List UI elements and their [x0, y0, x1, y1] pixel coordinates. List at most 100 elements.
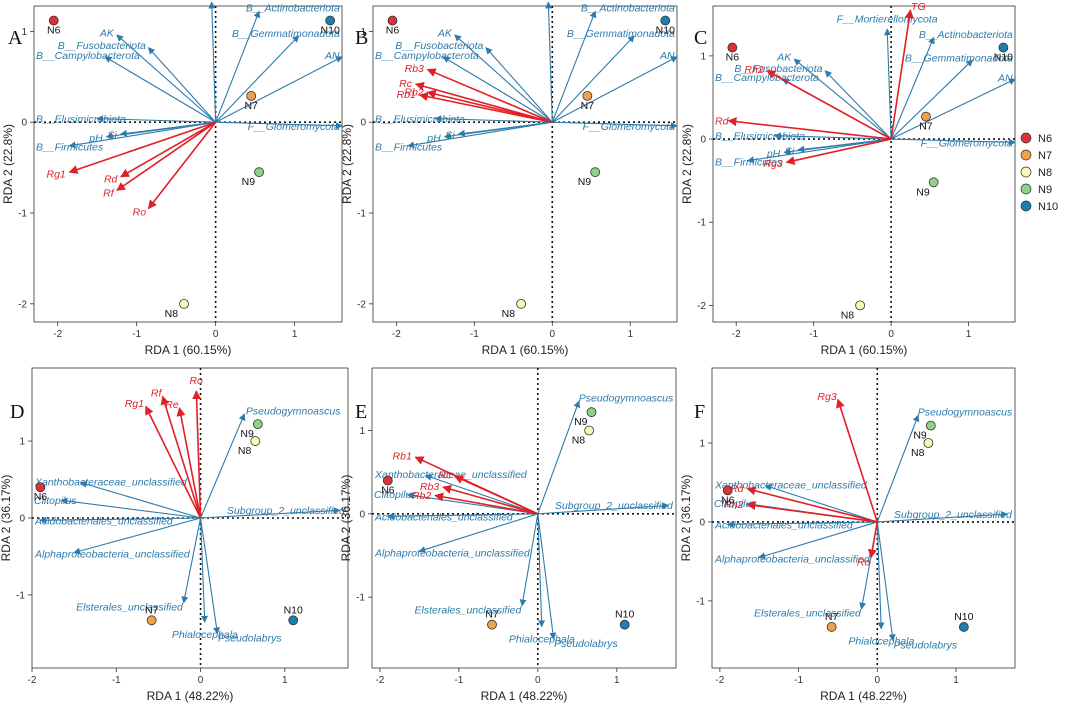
vector-label-elsterales-unclassified: Elsterales_unclassified: [415, 604, 523, 616]
x-axis-title: RDA 1 (48.22%): [820, 689, 907, 703]
vector-label-rb2: Rb2: [412, 490, 431, 502]
y-tick-label: 1: [21, 27, 27, 38]
legend-label-n8: N8: [1038, 167, 1052, 179]
sample-label-n9: N9: [578, 176, 592, 188]
vector-label-b-firmicutes: B__Firmicutes: [375, 141, 443, 153]
vector-label-rg3: Rg3: [817, 391, 836, 403]
y-tick-label: -1: [697, 218, 706, 229]
vector-arrow-xanthobacteraceae-unclassified: [79, 480, 201, 519]
vector-arrow-acidobacteriales-unclassified: [726, 520, 878, 528]
sample-label-n10: N10: [954, 611, 973, 623]
vector-arrow-rb2: [434, 492, 538, 515]
vector-label-rd: Rd: [715, 115, 730, 127]
vector-label-b-campylobacterota: B__Campylobacterota: [715, 72, 819, 84]
sample-legend: N6 N7 N8 N9 N10: [1020, 132, 1058, 213]
vector-arrow-subgroup-2-unclassified: [537, 502, 670, 515]
sample-label-n7: N7: [581, 100, 595, 112]
rda-panel-f: -2 -1 0 1 -1 0 1 RDA 1 (48.22%) RDA 2 (36.17%) F P…: [679, 367, 1016, 703]
sample-point-n6: [722, 485, 733, 496]
vector-arrow-subgroup-2-unclassified: [200, 507, 341, 519]
sample-label-n8: N8: [165, 308, 179, 320]
legend-marker-n8: [1020, 166, 1032, 178]
vector-arrow-rf: [116, 121, 217, 191]
sample-label-n6: N6: [726, 52, 740, 64]
vector-label-pseudolabrys: Pseudolabrys: [218, 632, 282, 644]
vector-arrow-ak: [793, 58, 892, 140]
vector-arrow-rg1: [145, 405, 202, 519]
y-tick-label: 0: [700, 135, 706, 146]
vector-arrow-pseudolabrys: [537, 513, 557, 640]
vector-label-si: Si: [785, 145, 795, 157]
vector-arrow-acidobacteriales-unclassified: [386, 512, 538, 520]
sample-label-n6: N6: [34, 491, 48, 503]
sample-point-n9: [586, 407, 597, 418]
vector-label-phialocephala: Phialocephala: [172, 629, 238, 641]
vector-label-ro: Ro: [857, 556, 871, 568]
x-tick-label: -1: [470, 329, 479, 340]
vector-label-xanthobacteraceae-unclassified: Xanthobacteraceae_unclassified: [34, 476, 188, 488]
sample-point-n7: [921, 111, 931, 122]
panel-label: E: [355, 401, 367, 423]
legend-marker-n10: [1020, 200, 1032, 212]
vector-label-rb3: Rb3: [420, 481, 439, 493]
vector-arrow-f-mortierellomycota: [208, 1, 217, 123]
vector-label-ak: AK: [99, 27, 115, 39]
vector-label-b-campylobacterota: B__Campylobacterota: [36, 50, 140, 62]
vector-arrow-alphaproteobacteria-unclassified: [418, 513, 538, 553]
legend-marker-n9: [1020, 183, 1032, 195]
vector-label-f-mortierellomycota: F__Mortierellomycota: [837, 13, 938, 25]
sample-point-n8: [250, 436, 261, 446]
vector-arrow-b-fusobacteriota: [824, 70, 892, 140]
vector-arrow-b-campylobacterota: [104, 56, 216, 123]
vector-arrow-rb3: [426, 68, 553, 123]
x-tick-label: -1: [809, 329, 818, 340]
vector-arrow-xanthobacteraceae-unclassified: [424, 474, 538, 515]
vector-label-b-actinobacteriota: B__Actinobacteriota: [581, 3, 675, 15]
y-tick-label: 0: [699, 517, 705, 528]
sample-point-n10: [288, 615, 299, 626]
vector-arrow-si: [457, 121, 553, 137]
vector-label-rc: Rc: [399, 78, 413, 90]
y-tick-label: -1: [357, 209, 366, 220]
legend-label-n9: N9: [1038, 184, 1052, 196]
sample-point-n9: [252, 419, 263, 430]
vector-arrow-pseudogymnoascus: [876, 414, 920, 523]
vector-label-b-fusobacteriota: B__Fusobacteriota: [58, 40, 146, 52]
y-tick-label: -1: [18, 209, 27, 220]
x-tick-label: -2: [28, 675, 37, 686]
vector-label-b-elusimicrobiota: B__Elusimicrobiota: [36, 113, 126, 125]
vector-arrow-b-actinobacteriota: [551, 10, 597, 123]
sample-point-n10: [619, 619, 630, 630]
sample-point-n7: [487, 619, 497, 630]
sample-point-n6: [382, 475, 393, 486]
vector-arrow-re: [176, 407, 202, 519]
vector-label-rh2: Rh2: [744, 64, 763, 76]
vector-arrow-f-mortierellomycota: [545, 1, 553, 123]
y-axis-title: RDA 2 (36.17%): [339, 475, 353, 562]
vector-arrow-acidobacteriales-unclassified: [39, 516, 201, 524]
sample-label-n7: N7: [919, 121, 933, 133]
x-axis-title: RDA 1 (48.22%): [147, 689, 234, 703]
x-tick-label: 1: [292, 329, 298, 340]
sample-point-n7: [826, 622, 837, 632]
vector-label-ro: Ro: [133, 207, 147, 219]
y-tick-label: 1: [700, 51, 706, 62]
vector-label-rg3: Rg3: [763, 158, 782, 170]
vector-arrow-subgroup-2-unclassified: [877, 510, 1009, 523]
vector-label-an: AN: [659, 50, 675, 62]
x-tick-label: 0: [874, 675, 880, 686]
y-axis-title: RDA 2 (22.8%): [1, 124, 15, 204]
vector-label-b-gemmatimonadota: B__Gemmatimonadota: [905, 52, 1013, 64]
vector-label-b-fusobacteriota: B__Fusobacteriota: [734, 63, 822, 75]
y-axis-title: RDA 2 (22.8%): [680, 124, 694, 204]
vector-arrow-ro: [867, 521, 879, 559]
vector-label-phialocephala: Phialocephala: [848, 636, 914, 648]
y-tick-label: -2: [697, 301, 706, 312]
vector-label-b-actinobacteriota: B__Actinobacteriota: [246, 3, 340, 15]
vector-label-tg: TG: [911, 1, 926, 13]
x-tick-label: 0: [888, 329, 894, 340]
vector-label-f-glomeromycota: F__Glomeromycota: [583, 121, 675, 133]
panel-label: A: [8, 27, 23, 49]
vector-arrow-elsterales-unclassified: [519, 513, 539, 607]
sample-point-n10: [325, 15, 336, 26]
